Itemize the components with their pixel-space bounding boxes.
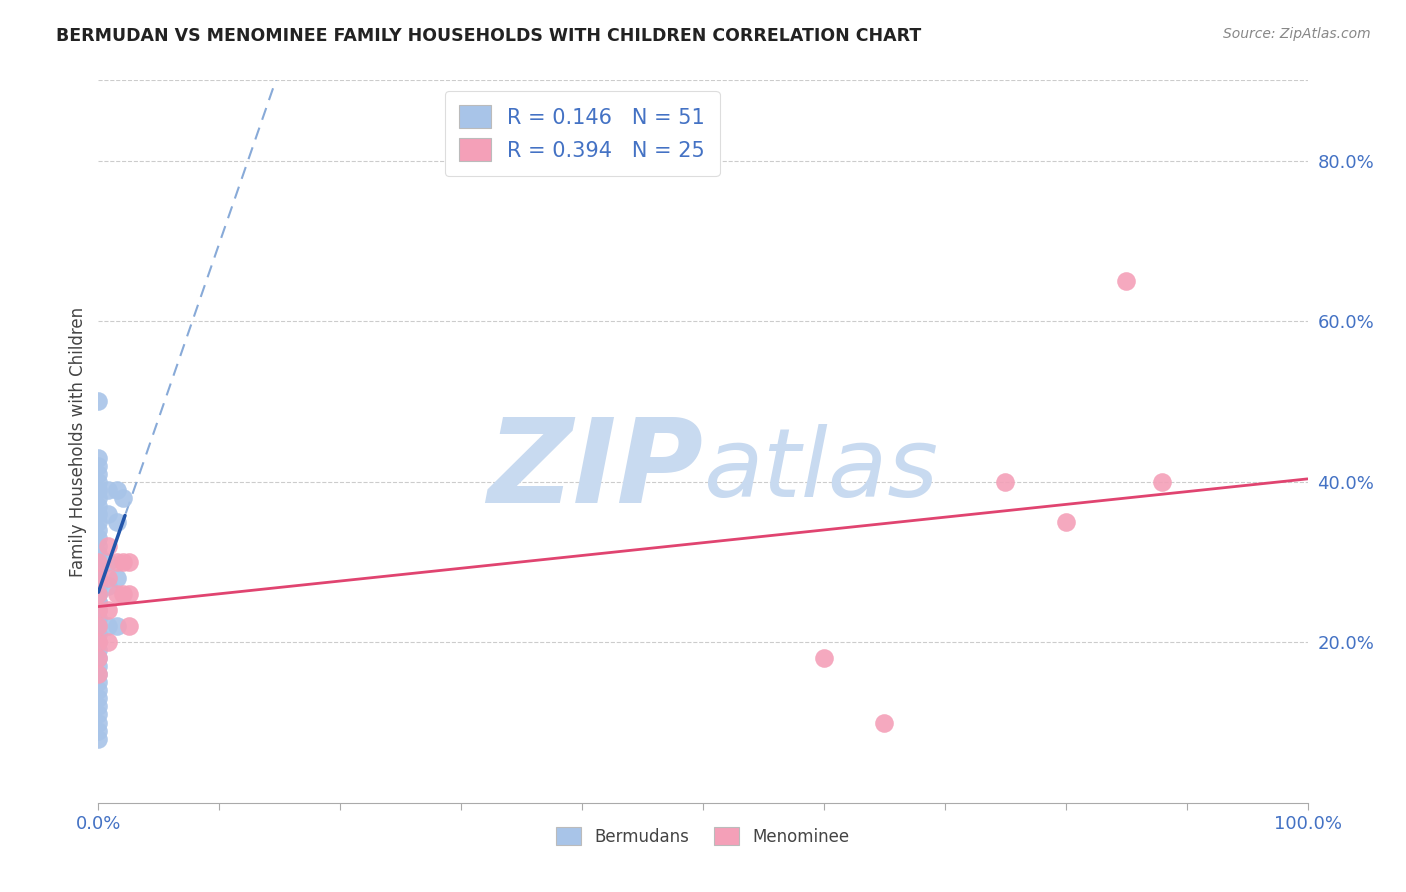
Point <box>87 619 110 633</box>
Point <box>87 691 110 706</box>
Point <box>87 659 110 673</box>
Point <box>97 619 120 633</box>
Point <box>87 723 110 738</box>
Point <box>118 555 141 569</box>
Text: Source: ZipAtlas.com: Source: ZipAtlas.com <box>1223 27 1371 41</box>
Point <box>87 643 110 657</box>
Point <box>87 475 110 489</box>
Point <box>873 715 896 730</box>
Point <box>1115 274 1137 288</box>
Point <box>118 619 141 633</box>
Point <box>87 571 110 585</box>
Point <box>87 635 110 649</box>
Point <box>994 475 1017 489</box>
Point <box>87 611 110 625</box>
Point <box>87 627 110 641</box>
Point <box>111 587 134 601</box>
Point <box>97 571 120 585</box>
Point <box>87 595 110 609</box>
Point <box>97 507 120 521</box>
Legend: Bermudans, Menominee: Bermudans, Menominee <box>550 821 856 852</box>
Point <box>87 651 110 665</box>
Point <box>87 603 110 617</box>
Point <box>87 467 110 481</box>
Point <box>105 619 128 633</box>
Point <box>87 707 110 722</box>
Point <box>87 531 110 545</box>
Point <box>87 571 110 585</box>
Point <box>105 571 128 585</box>
Point <box>97 579 120 593</box>
Point <box>87 603 110 617</box>
Point <box>118 587 141 601</box>
Point <box>87 587 110 601</box>
Text: atlas: atlas <box>703 424 938 517</box>
Point <box>87 619 110 633</box>
Point <box>87 699 110 714</box>
Point <box>87 587 110 601</box>
Point <box>813 651 835 665</box>
Text: BERMUDAN VS MENOMINEE FAMILY HOUSEHOLDS WITH CHILDREN CORRELATION CHART: BERMUDAN VS MENOMINEE FAMILY HOUSEHOLDS … <box>56 27 921 45</box>
Point <box>111 555 134 569</box>
Point <box>87 547 110 561</box>
Point <box>105 483 128 497</box>
Point <box>97 483 120 497</box>
Y-axis label: Family Households with Children: Family Households with Children <box>69 307 87 576</box>
Point <box>87 651 110 665</box>
Point <box>105 587 128 601</box>
Point <box>87 515 110 529</box>
Point <box>111 491 134 505</box>
Point <box>87 571 110 585</box>
Point <box>97 539 120 553</box>
Point <box>87 507 110 521</box>
Point <box>87 587 110 601</box>
Point <box>87 555 110 569</box>
Point <box>87 667 110 681</box>
Point <box>97 555 120 569</box>
Point <box>87 499 110 513</box>
Point <box>1054 515 1077 529</box>
Point <box>87 595 110 609</box>
Point <box>105 515 128 529</box>
Point <box>87 715 110 730</box>
Point <box>87 450 110 465</box>
Point <box>87 683 110 698</box>
Point <box>87 483 110 497</box>
Point <box>97 635 120 649</box>
Point <box>87 491 110 505</box>
Text: ZIP: ZIP <box>486 413 703 528</box>
Point <box>87 555 110 569</box>
Point <box>87 539 110 553</box>
Point <box>87 635 110 649</box>
Point <box>1152 475 1174 489</box>
Point <box>87 667 110 681</box>
Point <box>87 579 110 593</box>
Point <box>87 458 110 473</box>
Point <box>97 603 120 617</box>
Point <box>87 394 110 409</box>
Point <box>87 579 110 593</box>
Point <box>87 563 110 577</box>
Point <box>105 555 128 569</box>
Point <box>87 675 110 690</box>
Point <box>87 523 110 537</box>
Point <box>87 731 110 746</box>
